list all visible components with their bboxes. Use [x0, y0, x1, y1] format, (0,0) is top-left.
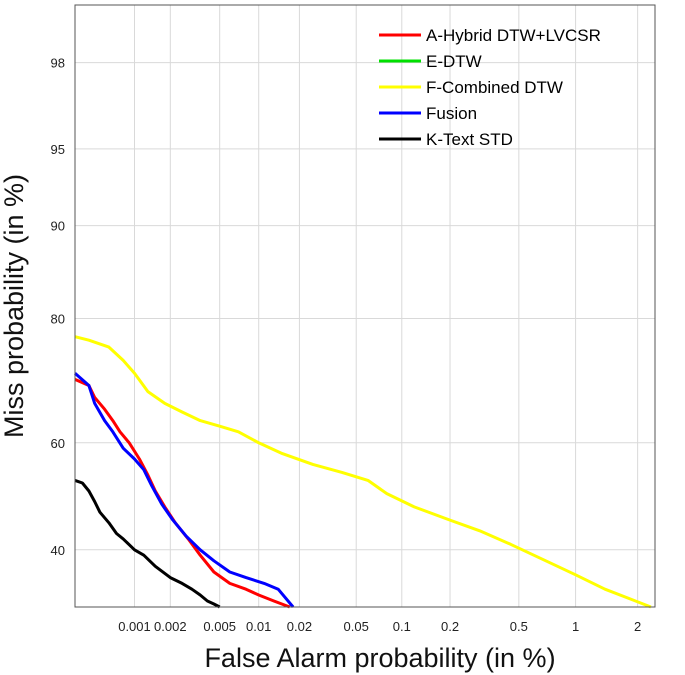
x-tick-label: 0.002 — [154, 619, 187, 634]
series-line-f-combined-dtw — [74, 335, 652, 609]
legend: A-Hybrid DTW+LVCSR E-DTW F-Combined DTW Fus… — [379, 26, 601, 149]
y-tick-label: 80 — [51, 312, 65, 327]
series-line-fusion — [74, 372, 295, 608]
x-axis-label: False Alarm probability (in %) — [204, 643, 555, 673]
x-tick-label: 2 — [634, 619, 641, 634]
x-tick-labels: 0.001 0.002 0.005 0.01 0.02 0.05 0.1 0.2 0.5 1 2 — [118, 619, 641, 634]
x-tick-label: 1 — [572, 619, 579, 634]
x-tick-label: 0.1 — [393, 619, 411, 634]
x-tick-label: 0.5 — [510, 619, 528, 634]
legend-entry: E-DTW — [426, 52, 482, 71]
y-tick-label: 60 — [51, 436, 65, 451]
legend-entry: F-Combined DTW — [426, 78, 563, 97]
x-tick-label: 0.05 — [344, 619, 369, 634]
x-tick-label: 0.001 — [118, 619, 151, 634]
series-line-k-text-std — [74, 478, 221, 609]
legend-entry: K-Text STD — [426, 130, 513, 149]
y-tick-label: 90 — [51, 219, 65, 234]
legend-entry: Fusion — [426, 104, 477, 123]
x-tick-label: 0.005 — [203, 619, 236, 634]
grid — [75, 5, 655, 607]
series-lines — [74, 335, 652, 609]
y-tick-label: 98 — [51, 56, 65, 71]
legend-entry: A-Hybrid DTW+LVCSR — [426, 26, 601, 45]
x-tick-label: 0.02 — [287, 619, 312, 634]
plot-frame — [74, 4, 656, 608]
x-tick-label: 0.2 — [441, 619, 459, 634]
y-tick-labels: 40 60 80 90 95 98 — [51, 56, 65, 558]
y-tick-label: 95 — [51, 142, 65, 157]
y-axis-label: Miss probability (in %) — [0, 174, 29, 438]
x-tick-label: 0.01 — [246, 619, 271, 634]
y-tick-label: 40 — [51, 543, 65, 558]
